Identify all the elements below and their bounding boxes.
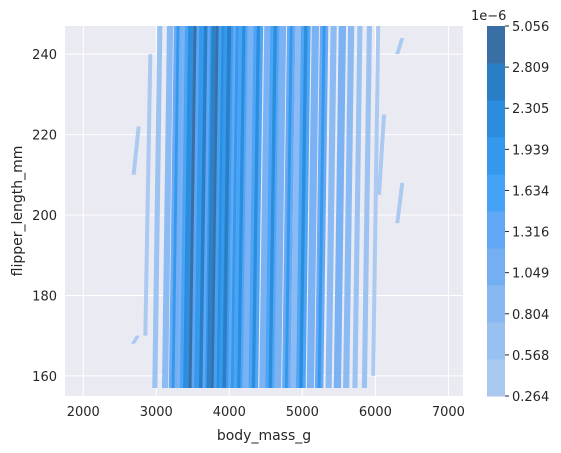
colorbar-segment: [487, 359, 505, 397]
y-tick-label: 180: [32, 289, 57, 304]
density-band: [290, 26, 302, 388]
density-band: [273, 26, 287, 388]
colorbar-segment: [487, 137, 505, 175]
colorbar-tick-label: 1.939: [512, 143, 549, 158]
density-band-core: [171, 26, 180, 388]
density-band: [131, 126, 141, 175]
density-band: [161, 26, 174, 388]
density-band: [259, 26, 272, 388]
colorbar-tick-label: 0.804: [512, 308, 549, 323]
colorbar-segment: [487, 26, 505, 64]
colorbar-offset-label: 1e−6: [471, 9, 506, 24]
density-band: [152, 26, 163, 388]
colorbar-segment: [487, 63, 505, 101]
y-axis-ticks: 160 180 200 220 240: [32, 48, 57, 385]
colorbar-segment: [487, 285, 505, 323]
x-tick-label: 4000: [213, 405, 246, 420]
density-bands: [130, 26, 405, 388]
density-band: [333, 26, 347, 388]
colorbar-tick-label: 1.049: [512, 267, 549, 282]
density-band: [143, 54, 153, 336]
density-band: [343, 26, 355, 388]
x-tick-label: 3000: [140, 405, 173, 420]
colorbar-tick-label: 2.809: [512, 61, 549, 76]
colorbar-segment: [487, 248, 505, 286]
density-band: [377, 114, 387, 195]
x-tick-label: 5000: [286, 405, 319, 420]
density-band: [371, 26, 381, 376]
density-band: [306, 26, 320, 388]
x-tick-label: 2000: [67, 405, 100, 420]
density-band: [352, 26, 363, 388]
density-band-core: [198, 26, 208, 388]
colorbar-tick-label: 5.056: [512, 20, 549, 35]
density-band-core: [251, 26, 261, 388]
density-band: [242, 26, 255, 388]
colorbar-segment: [487, 174, 505, 212]
colorbar-segment: [487, 211, 505, 249]
x-tick-label: 6000: [359, 405, 392, 420]
density-band: [325, 26, 337, 388]
density-band: [361, 26, 372, 388]
density-band-core: [268, 26, 277, 388]
density-band: [395, 38, 405, 55]
density-band-core: [284, 26, 293, 388]
y-tick-label: 200: [32, 209, 57, 224]
colorbar-tick-label: 2.305: [512, 102, 549, 117]
density-band-core: [222, 26, 232, 388]
colorbar-tick-label: 1.634: [512, 184, 549, 199]
y-tick-label: 220: [32, 129, 57, 144]
density-band: [395, 182, 405, 224]
colorbar-segment: [487, 100, 505, 138]
colorbar-tick-label: 0.264: [512, 390, 549, 405]
density-band-core: [230, 26, 239, 388]
colorbar: 0.264 0.568 0.804 1.049 1.316 1.634 1.939 2.305…: [487, 20, 549, 405]
colorbar-segment: [487, 322, 505, 360]
density-band-core: [317, 26, 326, 388]
colorbar-tick-label: 0.568: [512, 349, 549, 364]
x-axis-label: body_mass_g: [217, 428, 311, 444]
y-tick-label: 240: [32, 48, 57, 63]
density-band: [130, 335, 140, 344]
density-band-core: [299, 26, 308, 388]
colorbar-tick-label: 1.316: [512, 226, 549, 241]
y-axis-label: flipper_length_mm: [10, 146, 26, 277]
x-axis-ticks: 2000 3000 4000 5000 6000 7000: [67, 405, 465, 420]
y-tick-label: 160: [32, 370, 57, 385]
density-band-core: [237, 26, 246, 388]
x-tick-label: 7000: [432, 405, 465, 420]
